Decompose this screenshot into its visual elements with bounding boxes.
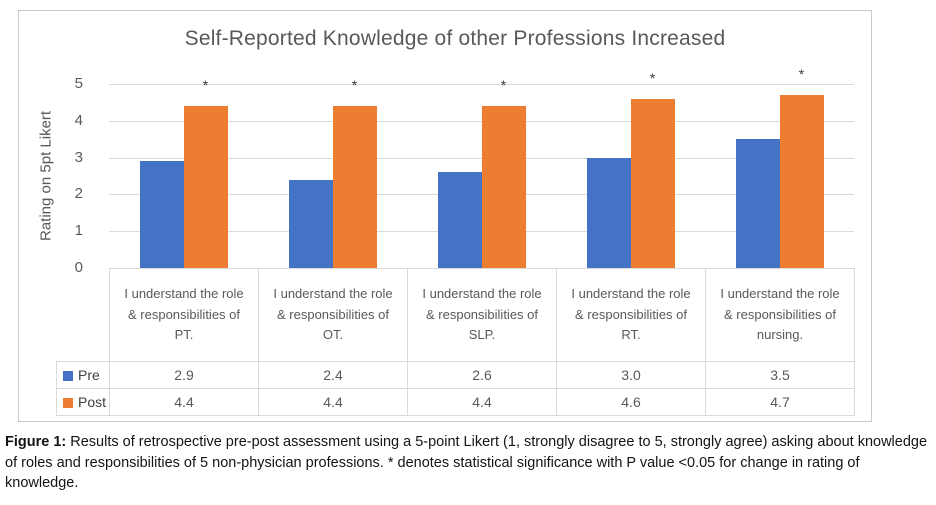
value-cell: 2.4: [258, 361, 408, 389]
bar-post: [481, 106, 526, 268]
significance-asterisk: *: [500, 77, 507, 94]
value-cell: 3.5: [705, 361, 855, 389]
y-tick-label: 1: [74, 222, 83, 240]
legend-label: Post: [78, 394, 107, 410]
bar-pre: [288, 179, 333, 268]
category-header-cell: I understand the role & responsibilities…: [556, 268, 706, 362]
legend-cell-post: Post: [56, 388, 110, 416]
bar-post: [183, 106, 228, 268]
value-cell: 3.0: [556, 361, 706, 389]
bar-group: *: [705, 67, 854, 268]
legend-label: Pre: [78, 367, 100, 383]
y-tick-label: 5: [74, 75, 83, 92]
bar-pre: [139, 161, 184, 268]
category-header-cell: I understand the role & responsibilities…: [407, 268, 557, 362]
significance-asterisk: *: [202, 77, 209, 94]
value-cell: 4.6: [556, 388, 706, 416]
significance-asterisk: *: [649, 69, 656, 86]
bar-pre: [586, 157, 631, 268]
legend-swatch: [63, 371, 73, 381]
bar-post: [779, 95, 824, 268]
y-axis-ticks: 0 1 2 3 4 5: [49, 75, 89, 276]
category-label: I understand the role & responsibilities…: [273, 285, 393, 343]
table-header-row: I understand the role & responsibilities…: [57, 268, 855, 362]
y-tick-label: 2: [74, 185, 83, 203]
legend-cell-pre: Pre: [56, 361, 110, 389]
category-header-cell: I understand the role & responsibilities…: [109, 268, 259, 362]
figure-box: Self-Reported Knowledge of other Profess…: [18, 10, 872, 422]
category-label: I understand the role & responsibilities…: [422, 285, 542, 343]
table-row-pre: Pre 2.9 2.4 2.6 3.0 3.5: [56, 361, 855, 389]
gridline: [109, 84, 854, 85]
chart-title: Self-Reported Knowledge of other Profess…: [184, 27, 726, 50]
table-row-post: Post 4.4 4.4 4.4 4.6 4.7: [56, 388, 855, 416]
category-header-cell: I understand the role & responsibilities…: [258, 268, 408, 362]
bar-post: [332, 106, 377, 268]
value-cell: 2.9: [109, 361, 259, 389]
caption-text: Figure 1: Results of retrospective pre-p…: [5, 434, 928, 492]
significance-asterisk: *: [798, 66, 805, 83]
value-cell: 2.6: [407, 361, 557, 389]
value-cell: 4.4: [109, 388, 259, 416]
bar-pre: [735, 139, 780, 268]
value-cell: 4.7: [705, 388, 855, 416]
table-corner-cell: [57, 269, 110, 362]
value-cell: 4.4: [258, 388, 408, 416]
caption-label: Figure 1:: [5, 434, 67, 450]
y-tick-label: 0: [74, 259, 83, 276]
bar-pre: [437, 172, 482, 268]
significance-asterisk: *: [351, 77, 358, 94]
data-table: I understand the role & responsibilities…: [56, 268, 855, 416]
legend-swatch: [63, 398, 73, 408]
y-tick-label: 4: [74, 111, 83, 129]
value-cell: 4.4: [407, 388, 557, 416]
bar-group: *: [407, 78, 556, 268]
figure-caption: Figure 1: Results of retrospective pre-p…: [5, 432, 933, 494]
category-header-cell: I understand the role & responsibilities…: [705, 268, 855, 362]
bar-group: *: [556, 71, 705, 268]
y-tick-label: 3: [74, 148, 83, 166]
category-label: I understand the role & responsibilities…: [124, 285, 244, 343]
bar-group: *: [258, 78, 407, 268]
bar-post: [630, 98, 675, 268]
bar-groups: * * * * *: [109, 67, 854, 268]
bar-group: *: [109, 78, 258, 268]
category-label: I understand the role & responsibilities…: [720, 285, 840, 343]
category-label: I understand the role & responsibilities…: [571, 285, 691, 343]
